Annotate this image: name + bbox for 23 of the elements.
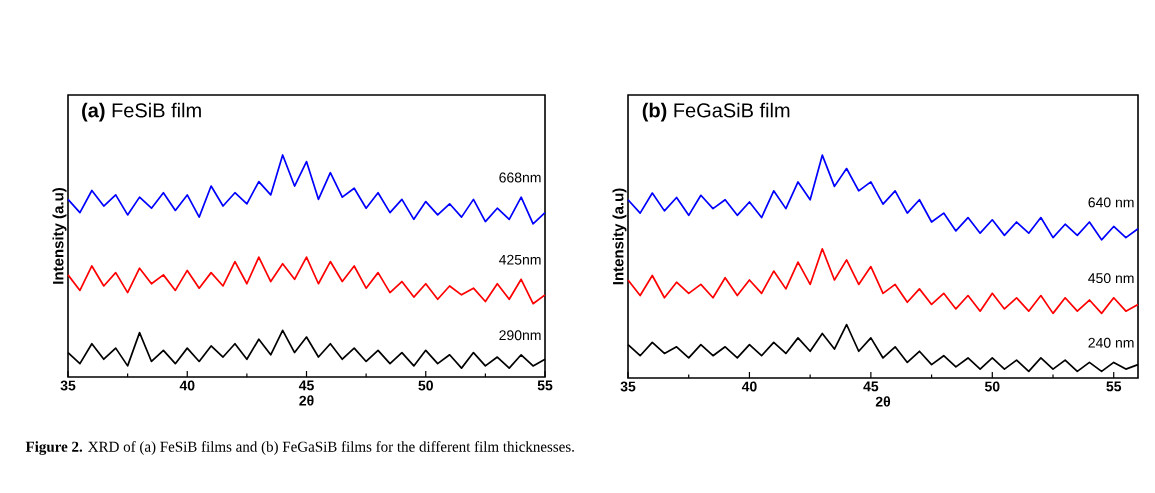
x-tick-label: 40 xyxy=(179,380,195,391)
series-label: 240 nm xyxy=(1088,337,1134,348)
x-axis-title: 2θ xyxy=(875,396,891,407)
x-tick-label: 45 xyxy=(863,381,879,392)
y-axis-title: Intensity (a.u) xyxy=(612,188,627,285)
x-tick-label: 35 xyxy=(620,381,636,392)
x-tick-label: 55 xyxy=(1106,381,1122,392)
series-label: 425nm xyxy=(498,254,541,265)
chart-title: (a) FeSiB film xyxy=(82,102,201,122)
x-tick-label: 40 xyxy=(741,381,757,392)
series-label: 640 nm xyxy=(1088,197,1134,208)
y-axis-title: Intensity (a.u) xyxy=(52,188,67,284)
x-tick-label: 50 xyxy=(418,380,433,391)
x-tick-label: 50 xyxy=(984,381,1000,392)
x-axis-title: 2θ xyxy=(299,395,314,406)
x-tick-label: 35 xyxy=(60,380,76,391)
x-tick-label: 45 xyxy=(298,380,314,391)
text: Figure 2. XRD of (a) FeSiB films and (b) FeGaSiB films for the different film thicknesses. xyxy=(25,441,574,455)
series-label: 450 nm xyxy=(1088,273,1134,284)
x-tick-label: 55 xyxy=(537,380,553,391)
series-label: 668nm xyxy=(499,172,541,183)
chart-title: (b) FeGaSiB film xyxy=(642,102,790,122)
series-label: 290nm xyxy=(499,330,541,341)
